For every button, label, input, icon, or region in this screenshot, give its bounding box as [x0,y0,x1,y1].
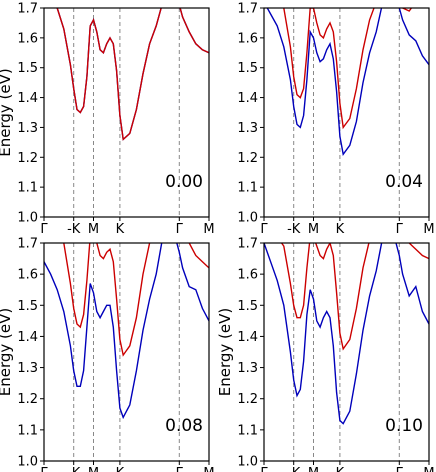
x-tick-label: M [308,466,319,472]
x-tick-label: K [116,466,125,472]
y-tick-label: 1.5 [17,61,38,76]
x-tick-label: Γ [396,222,404,237]
y-axis-label: Energy (eV) [0,68,14,156]
axes-frame [263,242,430,462]
band-red [280,243,429,351]
x-tick-label: Γ [396,466,404,472]
y-tick-label: 1.0 [237,211,258,226]
y-tick-label: 1.7 [237,2,258,17]
x-tick-label: -K [67,466,81,472]
x-tick-label: Γ [260,222,268,237]
y-tick-label: 1.4 [17,330,38,345]
y-tick-label: 1.6 [17,31,38,46]
band-curves [56,8,209,141]
panel-1: 1.0 1.1 1.2 1.3 1.4 1.5 1.6 1.7 Γ -K M K Γ M 0.04 [237,2,434,238]
x-tick-label: M [203,222,214,237]
x-tick-label: Γ [260,466,268,472]
x-tick-label: M [203,466,214,472]
x-tick-label: Γ [176,466,184,472]
x-tick-label: -K [287,222,301,237]
y-tick-label: 1.2 [237,392,258,407]
panel-annotation: 0.08 [165,416,203,436]
x-tick-label: M [423,466,434,472]
panel-annotation: 0.04 [385,172,423,192]
y-tick-label: 1.3 [237,121,258,136]
band-blue [266,8,429,157]
y-tick-label: 1.5 [17,299,38,314]
y-tick-label: 1.6 [237,268,258,283]
x-tick-label: Γ [40,222,48,237]
band-blue [56,8,209,141]
x-tick-label: K [336,222,345,237]
x-tick-label: -K [287,466,301,472]
band-curves [44,243,209,420]
y-tick-label: 1.3 [17,121,38,136]
x-tick-label: Γ [40,466,48,472]
x-tick-label: -K [67,222,81,237]
panel-3: 1.0 1.1 1.2 1.3 1.4 1.5 1.6 1.7 Γ -K M K Γ M Energy (e… [216,237,435,472]
y-tick-label: 1.1 [17,423,38,438]
y-tick-label: 1.7 [237,237,258,252]
y-tick-label: 1.6 [237,31,258,46]
y-tick-label: 1.2 [17,392,38,407]
y-axis-label: Energy (eV) [216,308,234,396]
y-tick-label: 1.2 [237,151,258,166]
band-blue [44,243,209,420]
axes-frame [43,242,210,462]
band-red [56,8,209,141]
y-tick-label: 1.0 [237,455,258,470]
band-curves [264,243,429,425]
y-tick-label: 1.5 [237,299,258,314]
band-red [62,243,209,357]
axes-frame [43,7,210,218]
x-tick-label: Γ [176,222,184,237]
y-tick-label: 1.1 [237,181,258,196]
y-tick-label: 1.6 [17,268,38,283]
panel-0: 1.0 1.1 1.2 1.3 1.4 1.5 1.6 1.7 Γ -K M K Γ M Energy (e… [0,2,215,238]
y-tick-label: 1.3 [17,361,38,376]
x-tick-label: M [88,466,99,472]
band-red [282,8,413,130]
y-tick-label: 1.0 [17,211,38,226]
y-tick-label: 1.4 [237,91,258,106]
band-blue [264,243,429,425]
y-tick-label: 1.4 [237,330,258,345]
band-curves [266,8,429,157]
panel-annotation: 0.00 [165,172,203,192]
y-tick-label: 1.4 [17,91,38,106]
y-tick-label: 1.7 [17,2,38,17]
y-tick-label: 1.7 [17,237,38,252]
y-tick-label: 1.0 [17,455,38,470]
y-tick-label: 1.5 [237,61,258,76]
x-tick-label: M [423,222,434,237]
x-tick-label: K [336,466,345,472]
y-tick-label: 1.1 [17,181,38,196]
y-tick-label: 1.2 [17,151,38,166]
panel-2: 1.0 1.1 1.2 1.3 1.4 1.5 1.6 1.7 Γ -K M K Γ M Energy (e… [0,237,215,472]
y-axis-label: Energy (eV) [0,308,14,396]
panel-annotation: 0.10 [385,416,423,436]
y-tick-label: 1.3 [237,361,258,376]
x-tick-label: M [308,222,319,237]
x-tick-label: M [88,222,99,237]
y-tick-label: 1.1 [237,423,258,438]
axes-frame [263,7,430,218]
x-tick-label: K [116,222,125,237]
